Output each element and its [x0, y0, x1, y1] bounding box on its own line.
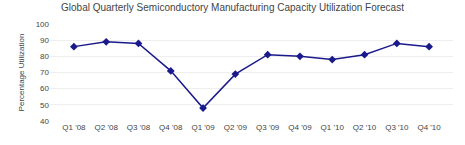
svg-text:Q2 '10: Q2 '10: [353, 123, 377, 132]
svg-text:70: 70: [40, 68, 49, 77]
svg-text:50: 50: [40, 101, 49, 110]
svg-text:80: 80: [40, 52, 49, 61]
svg-text:Q1 '09: Q1 '09: [191, 123, 215, 132]
svg-text:40: 40: [40, 117, 49, 126]
svg-text:Q2 '08: Q2 '08: [95, 123, 119, 132]
svg-text:60: 60: [40, 84, 49, 93]
svg-text:Q2 '09: Q2 '09: [224, 123, 248, 132]
svg-text:Q1 '08: Q1 '08: [62, 123, 86, 132]
svg-text:Q4 '10: Q4 '10: [417, 123, 441, 132]
svg-text:Q4 '09: Q4 '09: [288, 123, 312, 132]
svg-text:100: 100: [36, 20, 50, 29]
svg-text:Global Quarterly Semiconductor: Global Quarterly Semiconductory Manufact…: [61, 2, 404, 13]
svg-text:Q3 '08: Q3 '08: [127, 123, 151, 132]
svg-text:Q4 '08: Q4 '08: [159, 123, 183, 132]
svg-text:Q3 '10: Q3 '10: [385, 123, 409, 132]
svg-text:Percentage Utilization: Percentage Utilization: [17, 34, 26, 112]
svg-text:Q3 '09: Q3 '09: [256, 123, 280, 132]
svg-text:Q1 '10: Q1 '10: [321, 123, 345, 132]
svg-text:90: 90: [40, 36, 49, 45]
